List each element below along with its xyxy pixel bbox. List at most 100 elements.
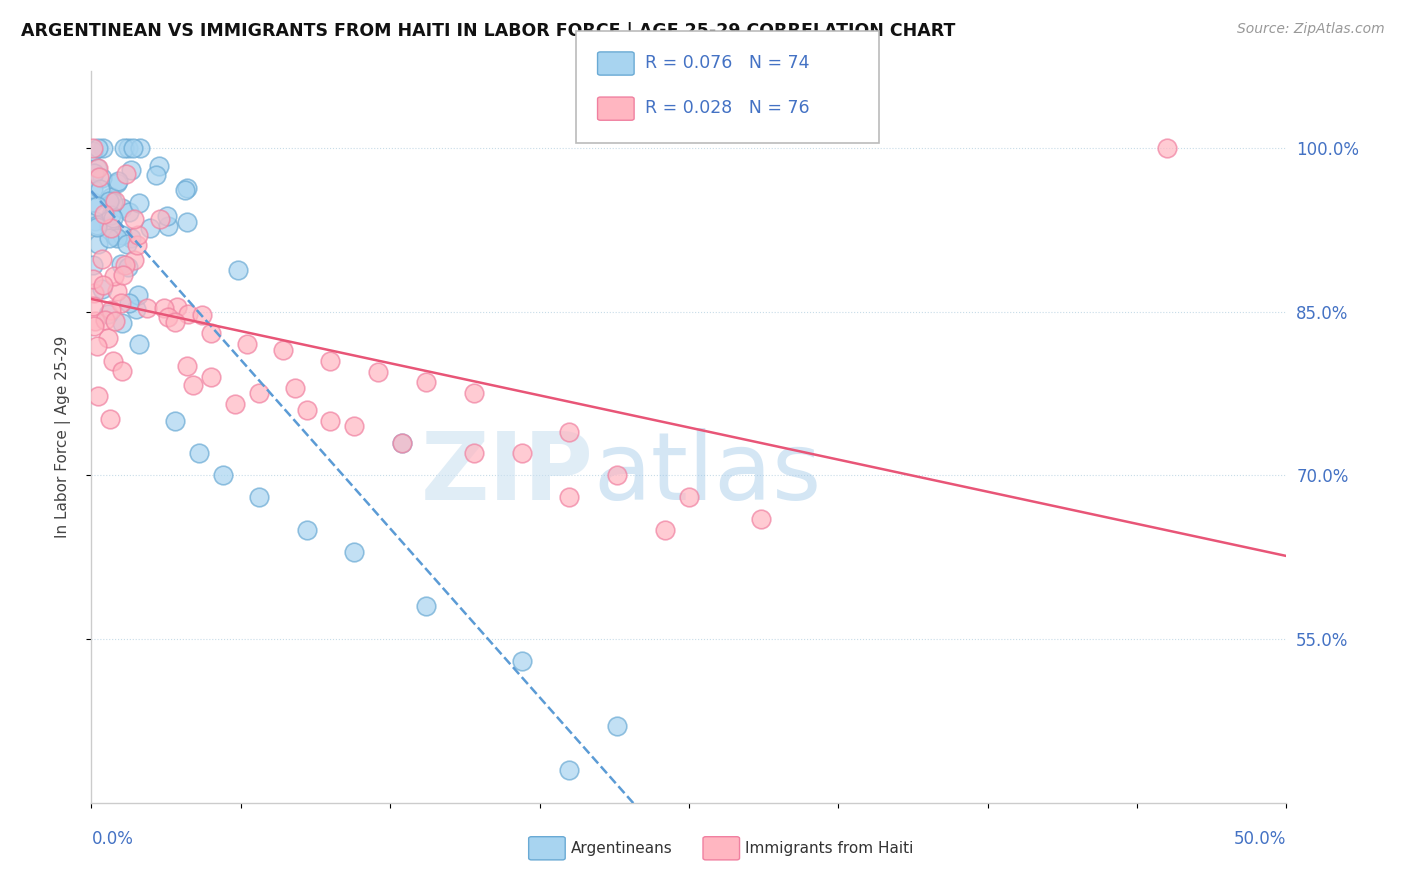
- Point: [226, 263, 249, 277]
- Point: [91, 141, 114, 155]
- Point: [91, 252, 114, 266]
- Point: [90, 171, 112, 186]
- Point: [127, 227, 149, 242]
- Point: [82, 299, 104, 313]
- Text: Source: ZipAtlas.com: Source: ZipAtlas.com: [1237, 22, 1385, 37]
- Point: [83, 213, 105, 227]
- Text: ZIP: ZIP: [420, 427, 593, 520]
- Point: [247, 490, 270, 504]
- Point: [114, 167, 136, 181]
- Point: [97, 307, 120, 321]
- Point: [101, 354, 124, 368]
- Point: [295, 523, 318, 537]
- Point: [558, 490, 581, 504]
- Point: [114, 258, 136, 272]
- Point: [120, 230, 142, 244]
- Point: [98, 194, 121, 209]
- Point: [139, 221, 162, 235]
- Point: [391, 435, 413, 450]
- Point: [200, 326, 222, 341]
- Point: [120, 162, 142, 177]
- Point: [558, 763, 581, 777]
- Point: [84, 314, 107, 328]
- Point: [176, 359, 198, 373]
- Text: R = 0.076   N = 74: R = 0.076 N = 74: [645, 54, 810, 71]
- Point: [166, 300, 188, 314]
- Point: [678, 490, 700, 504]
- Point: [145, 168, 167, 182]
- Point: [129, 141, 152, 155]
- Point: [247, 386, 270, 401]
- Y-axis label: In Labor Force | Age 25-29: In Labor Force | Age 25-29: [55, 336, 70, 538]
- Point: [82, 182, 104, 196]
- Point: [83, 166, 105, 180]
- Point: [111, 316, 134, 330]
- Point: [87, 141, 110, 155]
- Point: [89, 169, 111, 184]
- Point: [187, 446, 211, 460]
- Point: [87, 161, 110, 176]
- Point: [156, 209, 179, 223]
- Point: [163, 414, 186, 428]
- Point: [367, 365, 389, 379]
- Point: [101, 195, 124, 210]
- Point: [105, 176, 128, 190]
- Point: [200, 370, 222, 384]
- Text: 0.0%: 0.0%: [91, 830, 134, 848]
- Point: [295, 402, 318, 417]
- Point: [558, 425, 581, 439]
- Point: [176, 180, 198, 194]
- Point: [117, 141, 139, 155]
- Point: [319, 353, 342, 368]
- Point: [89, 182, 111, 196]
- Point: [463, 386, 485, 401]
- Point: [415, 376, 437, 390]
- Point: [86, 199, 108, 213]
- Point: [100, 221, 122, 235]
- Point: [149, 212, 172, 227]
- Point: [391, 435, 413, 450]
- Point: [117, 260, 139, 275]
- Text: Immigrants from Haiti: Immigrants from Haiti: [745, 841, 914, 855]
- Point: [83, 286, 105, 301]
- Point: [100, 208, 122, 222]
- Point: [463, 446, 485, 460]
- Point: [128, 337, 150, 351]
- Point: [125, 237, 148, 252]
- Point: [100, 303, 122, 318]
- Point: [82, 194, 104, 209]
- Point: [104, 229, 127, 244]
- Text: Argentineans: Argentineans: [571, 841, 672, 855]
- Point: [606, 468, 628, 483]
- Point: [97, 331, 120, 345]
- Point: [111, 268, 134, 282]
- Point: [98, 231, 121, 245]
- Point: [749, 512, 772, 526]
- Point: [176, 215, 198, 229]
- Point: [127, 288, 149, 302]
- Point: [122, 253, 145, 268]
- Point: [87, 237, 110, 252]
- Point: [112, 141, 135, 155]
- Point: [91, 278, 114, 293]
- Point: [118, 205, 141, 219]
- Point: [100, 190, 122, 204]
- Point: [415, 599, 437, 614]
- Point: [122, 141, 145, 155]
- Point: [319, 414, 342, 428]
- Point: [110, 295, 132, 310]
- Point: [91, 282, 114, 296]
- Point: [98, 219, 121, 233]
- Point: [93, 207, 115, 221]
- Point: [606, 719, 628, 733]
- Point: [94, 312, 117, 326]
- Point: [224, 397, 246, 411]
- Point: [87, 389, 110, 403]
- Point: [283, 381, 307, 395]
- Text: atlas: atlas: [593, 427, 821, 520]
- Point: [191, 308, 214, 322]
- Point: [101, 211, 124, 225]
- Point: [157, 310, 180, 325]
- Point: [510, 654, 533, 668]
- Point: [110, 257, 132, 271]
